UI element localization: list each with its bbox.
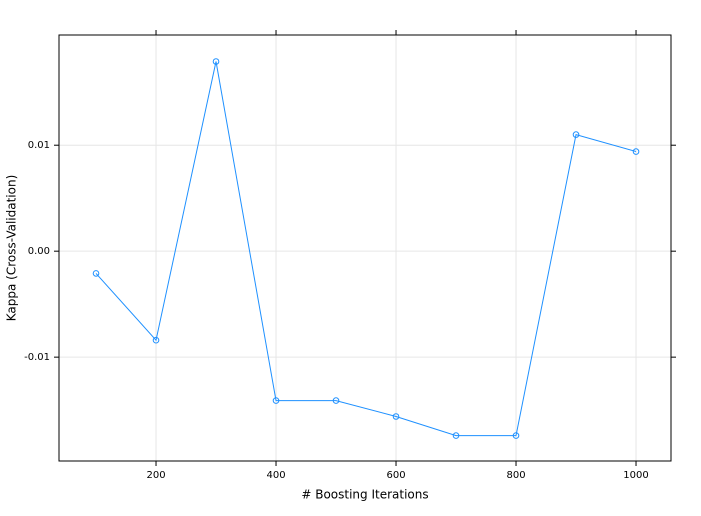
x-tick-label: 1000 xyxy=(623,470,648,481)
y-tick-label: 0.00 xyxy=(28,246,50,257)
y-tick-label: -0.01 xyxy=(24,352,50,363)
x-tick-label: 400 xyxy=(266,470,285,481)
line xyxy=(95,61,637,437)
point xyxy=(272,397,280,404)
y-axis-title: Kappa (Cross-Validation) xyxy=(5,175,19,322)
x-tick-label: 600 xyxy=(386,470,405,481)
point xyxy=(212,58,220,65)
point xyxy=(632,148,640,155)
plot-frame xyxy=(58,34,672,462)
point xyxy=(332,397,340,404)
point xyxy=(452,432,460,439)
point xyxy=(512,432,520,439)
point xyxy=(92,270,100,277)
y-tick-label: 0.01 xyxy=(28,140,50,151)
point xyxy=(392,413,400,420)
x-tick-label: 200 xyxy=(146,470,165,481)
point xyxy=(152,336,160,344)
point xyxy=(572,131,580,138)
x-axis-title: # Boosting Iterations xyxy=(301,488,428,502)
x-tick-label: 800 xyxy=(506,470,525,481)
